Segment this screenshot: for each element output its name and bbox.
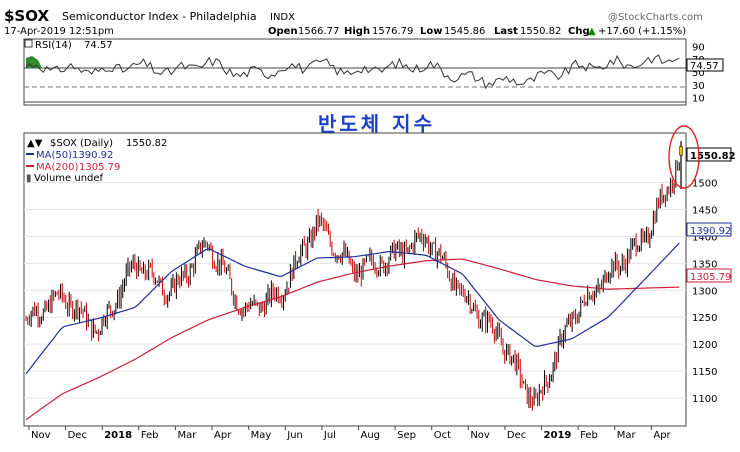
x-tick-label: Aug <box>360 430 380 441</box>
price-tick-label: 1400 <box>692 232 717 243</box>
highlight-ellipse <box>668 125 700 189</box>
x-tick-label: Jul <box>323 430 336 441</box>
rsi-tag-box <box>686 58 724 72</box>
open-value: 1566.77 <box>298 26 339 37</box>
high-label: High <box>344 26 370 37</box>
price-tick-label: 1200 <box>692 340 717 351</box>
ma50-line <box>25 242 680 375</box>
index-name: Semiconductor Index - Philadelphia <box>62 10 257 23</box>
rsi-tick-label: 50 <box>692 68 705 79</box>
x-tick-label: 2019 <box>544 430 572 441</box>
x-tick-label: Jun <box>286 430 303 441</box>
low-value: 1545.86 <box>444 26 485 37</box>
legend-main: $SOX (Daily) <box>50 138 113 149</box>
rsi-tag: 74.57 <box>690 61 719 72</box>
x-tick-label: Feb <box>141 430 159 441</box>
high-value: 1576.79 <box>372 26 413 37</box>
symbol: $SOX <box>4 7 49 25</box>
ma200-tag: 1305.79 <box>690 272 731 283</box>
last-candle <box>679 141 683 189</box>
chg-value: +17.60 (+1.15%) <box>598 26 686 37</box>
x-tick-label: Oct <box>434 430 451 441</box>
price-bars <box>25 160 680 411</box>
rsi-tick-label: 30 <box>692 81 705 92</box>
last-value: 1550.82 <box>520 26 561 37</box>
open-label: Open <box>268 26 298 37</box>
x-tick-label: Sep <box>397 430 416 441</box>
rsi-legend-value: 74.57 <box>84 40 113 51</box>
exchange: INDX <box>270 12 295 23</box>
ma50-tag-box <box>686 222 732 237</box>
chg-arrow: ▲ <box>588 26 596 37</box>
x-tick-label: Mar <box>177 430 197 441</box>
ma200-legend: MA(200) <box>36 162 78 173</box>
price-tick-label: 1300 <box>692 286 717 297</box>
legend-main-value: 1550.82 <box>126 138 167 149</box>
rsi-tick-label: 90 <box>692 42 705 53</box>
rsi-line <box>25 54 680 90</box>
last-candle-body <box>679 146 683 156</box>
price-grid <box>24 182 686 399</box>
low-label: Low <box>420 26 442 37</box>
x-tick-label: Nov <box>31 430 51 441</box>
price-tick-label: 1150 <box>692 367 717 378</box>
price-tick-label: 1450 <box>692 205 717 216</box>
x-tick-label: Nov <box>470 430 490 441</box>
price-tick-label: 1250 <box>692 313 717 324</box>
last-label: Last <box>494 26 518 37</box>
ma50-tag: 1390.92 <box>690 226 731 237</box>
legend-main-icon: ▲▼ <box>27 138 43 149</box>
rsi-legend-swatch <box>24 39 33 48</box>
quote-date: 17-Apr-2019 12:51pm <box>4 26 114 37</box>
price-axis: 1500 1450 1400 1350 1300 1250 1200 1150 1100 <box>692 179 717 406</box>
price-tick-label: 1500 <box>692 179 717 190</box>
ma200-tag-box <box>686 268 732 283</box>
volume-icon: ▮ <box>26 173 32 184</box>
x-tick-label: Feb <box>580 430 598 441</box>
rsi-axis: 9070503010 <box>692 42 705 104</box>
x-tick-label: May <box>251 430 272 441</box>
ma200-line <box>25 258 680 421</box>
x-tick-label: Mar <box>617 430 637 441</box>
ma200-legend-value: 1305.79 <box>79 162 120 173</box>
rsi-legend: RSI(14) <box>35 40 72 51</box>
x-axis: Nov Dec 2018 Feb Mar Apr May Jun Jul Aug Sep Oct Nov… <box>28 426 672 441</box>
last-tag: 1550.82 <box>690 151 736 162</box>
chg-label: Chg <box>568 26 590 37</box>
ma50-legend: MA(50) <box>36 150 72 161</box>
x-tick-label: Dec <box>507 430 526 441</box>
rsi-tick-label: 10 <box>692 94 705 105</box>
x-tick-label: Apr <box>653 430 671 441</box>
price-tick-label: 1100 <box>692 394 717 405</box>
x-tick-label: Dec <box>68 430 87 441</box>
ma50-legend-value: 1390.92 <box>72 150 113 161</box>
volume-legend: Volume undef <box>34 173 104 184</box>
last-tag-box <box>686 147 732 162</box>
x-tick-label: Apr <box>214 430 232 441</box>
korean-annotation: 반도체 지수 <box>318 112 435 136</box>
x-tick-label: 2018 <box>104 430 132 441</box>
watermark: @StockCharts.com <box>608 12 703 23</box>
price-tick-label: 1350 <box>692 259 717 270</box>
price-panel-frame <box>23 132 687 427</box>
